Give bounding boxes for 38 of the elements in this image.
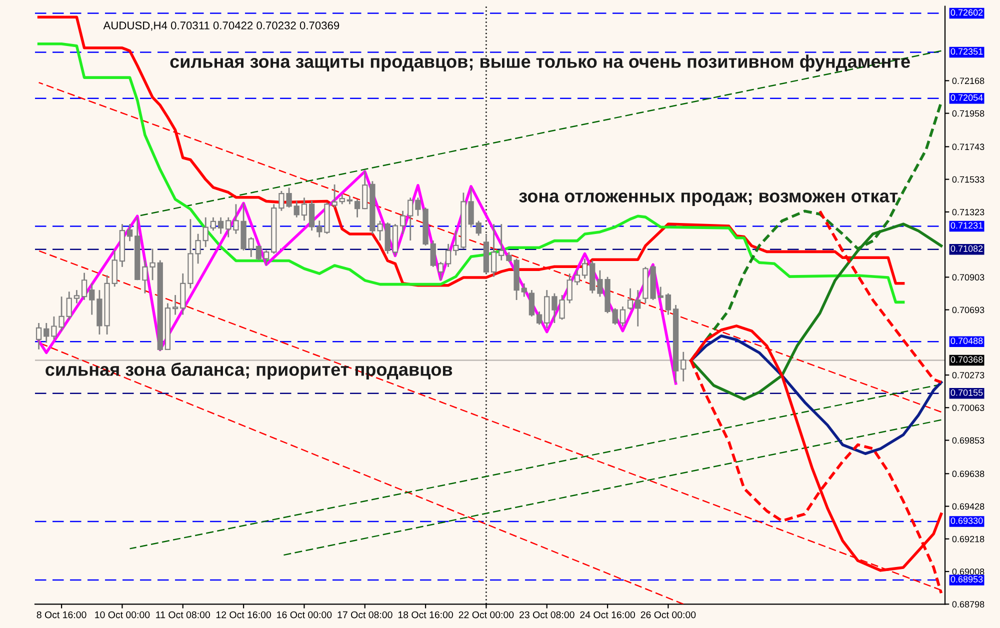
ref-line-label: 0.72054 [950,94,983,101]
x-tick-label: 22 Oct 00:00 [458,611,514,618]
ref-line-label: 0.71231 [950,222,983,229]
y-tick-label: 0.69218 [952,536,984,542]
x-tick-label: 10 Oct 00:00 [95,611,150,618]
ref-line-label: 0.70155 [950,389,983,396]
ref-line-label: 0.70488 [950,338,983,344]
y-tick-label: 0.69428 [952,503,984,510]
x-tick-label: 12 Oct 16:00 [216,611,271,618]
y-tick-label: 0.70693 [952,306,984,314]
y-tick-label: 0.68798 [952,601,984,608]
y-tick-label: 0.69853 [952,437,984,444]
y-tick-label: 0.71743 [952,144,984,150]
ref-line-label: 0.72602 [950,9,983,16]
y-tick-label: 0.70063 [952,404,984,412]
x-tick-label: 18 Oct 16:00 [398,611,453,618]
y-tick-label: 0.70273 [952,372,984,378]
x-tick-label: 16 Oct 00:00 [277,611,332,618]
y-tick-label: 0.71323 [952,208,984,216]
y-tick-label: 0.69008 [952,568,984,575]
x-tick-label: 26 Oct 00:00 [640,611,696,618]
annotation: зона отложенных продаж; возможен откат [519,192,898,206]
y-tick-label: 0.71958 [952,110,984,117]
y-tick-label: 0.71533 [952,176,984,183]
x-tick-label: 23 Oct 08:00 [520,611,574,618]
x-tick-label: 11 Oct 08:00 [156,611,210,618]
y-tick-label: 0.69638 [952,470,984,478]
ref-line-label: 0.69330 [950,518,983,524]
x-tick-label: 17 Oct 08:00 [338,611,392,618]
ref-line-label: 0.71082 [950,245,983,252]
ref-line-label: 0.68953 [950,576,983,582]
x-tick-label: 24 Oct 16:00 [580,611,635,618]
y-tick-label: 0.72168 [952,78,984,84]
text: AUDUSD,H4 0.70311 0.70422 0.70232 0.70369 [103,22,340,31]
ref-line-label: 0.72351 [950,48,983,55]
x-tick-label: 8 Oct 16:00 [36,611,86,618]
y-tick-label: 0.70903 [952,274,984,281]
ref-line-label: 0.70368 [950,356,983,363]
